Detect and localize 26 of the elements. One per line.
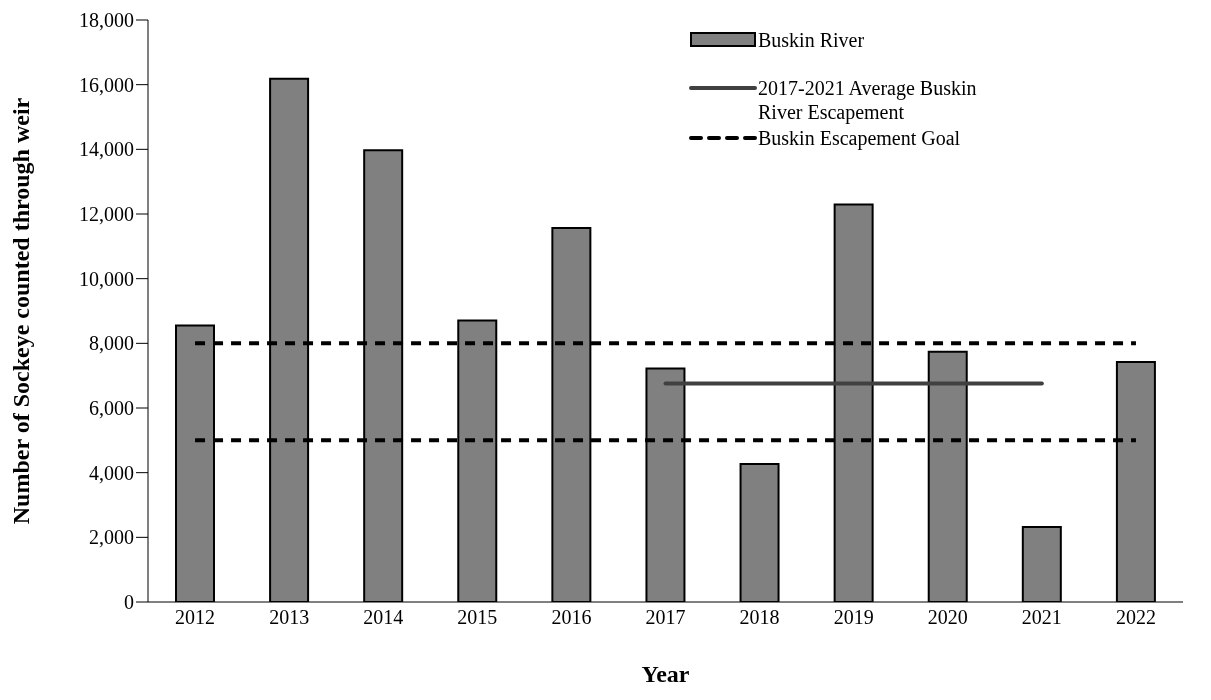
x-axis-title: Year xyxy=(641,661,690,687)
legend-label: 2017-2021 Average Buskin River Escapement xyxy=(758,76,978,124)
x-tick-label: 2022 xyxy=(1115,606,1156,629)
x-tick-label: 2016 xyxy=(551,606,592,629)
x-tick-label: 2018 xyxy=(739,606,780,629)
x-tick-label: 2017 xyxy=(645,606,686,629)
legend-label: Buskin River xyxy=(758,28,865,52)
x-tick-label: 2015 xyxy=(457,606,498,629)
y-tick-label: 14,000 xyxy=(79,138,134,161)
y-tick-label: 2,000 xyxy=(89,526,134,549)
x-tick-label: 2014 xyxy=(363,606,404,629)
x-tick-label: 2020 xyxy=(927,606,968,629)
y-tick-label: 6,000 xyxy=(89,397,134,420)
y-axis-title: Number of Sockeye counted through weir xyxy=(7,97,34,525)
x-tick-label: 2012 xyxy=(175,606,216,629)
x-tick-label: 2013 xyxy=(269,606,310,629)
x-tick-label: 2021 xyxy=(1021,606,1062,629)
x-tick-label: 2019 xyxy=(833,606,874,629)
y-tick-label: 10,000 xyxy=(79,267,134,290)
legend-label: Buskin Escapement Goal xyxy=(758,126,961,150)
y-tick-label: 18,000 xyxy=(79,9,134,32)
y-tick-label: 0 xyxy=(124,591,134,614)
y-tick-label: 16,000 xyxy=(79,73,134,96)
y-tick-label: 8,000 xyxy=(89,332,134,355)
y-tick-label: 12,000 xyxy=(79,203,134,226)
y-tick-label: 4,000 xyxy=(89,461,134,484)
